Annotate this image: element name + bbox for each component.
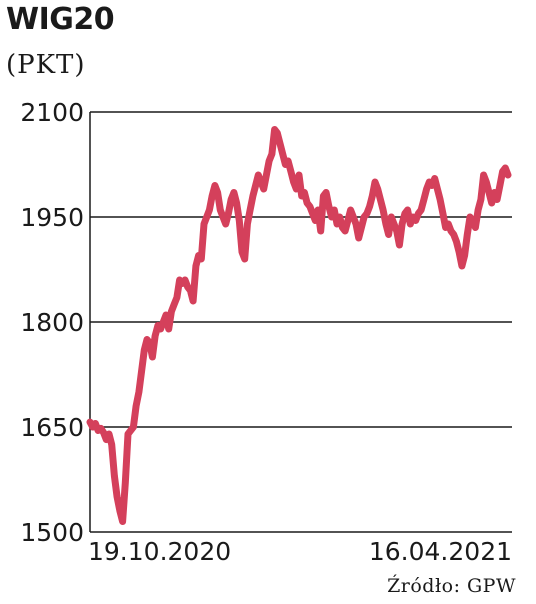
y-tick-label: 1500	[20, 518, 84, 547]
x-tick-label-end: 16.04.2021	[369, 537, 512, 566]
chart-title: WIG20	[6, 2, 115, 37]
gridlines	[89, 111, 512, 533]
y-tick-label: 1950	[20, 203, 84, 232]
x-axis-ticks: 19.10.2020 16.04.2021	[88, 537, 512, 566]
y-tick-label: 1800	[20, 308, 84, 337]
series-line-0	[86, 126, 512, 525]
unit-label: (PKT)	[6, 50, 86, 80]
x-tick-label-start: 19.10.2020	[88, 537, 231, 566]
y-tick-label: 2100	[20, 98, 84, 127]
y-axis-ticks: 2100 1950 1800 1650 1500	[20, 98, 84, 547]
series-layer	[86, 126, 512, 525]
y-tick-label: 1650	[20, 413, 84, 442]
source-note: Źródło: GPW	[387, 575, 516, 597]
